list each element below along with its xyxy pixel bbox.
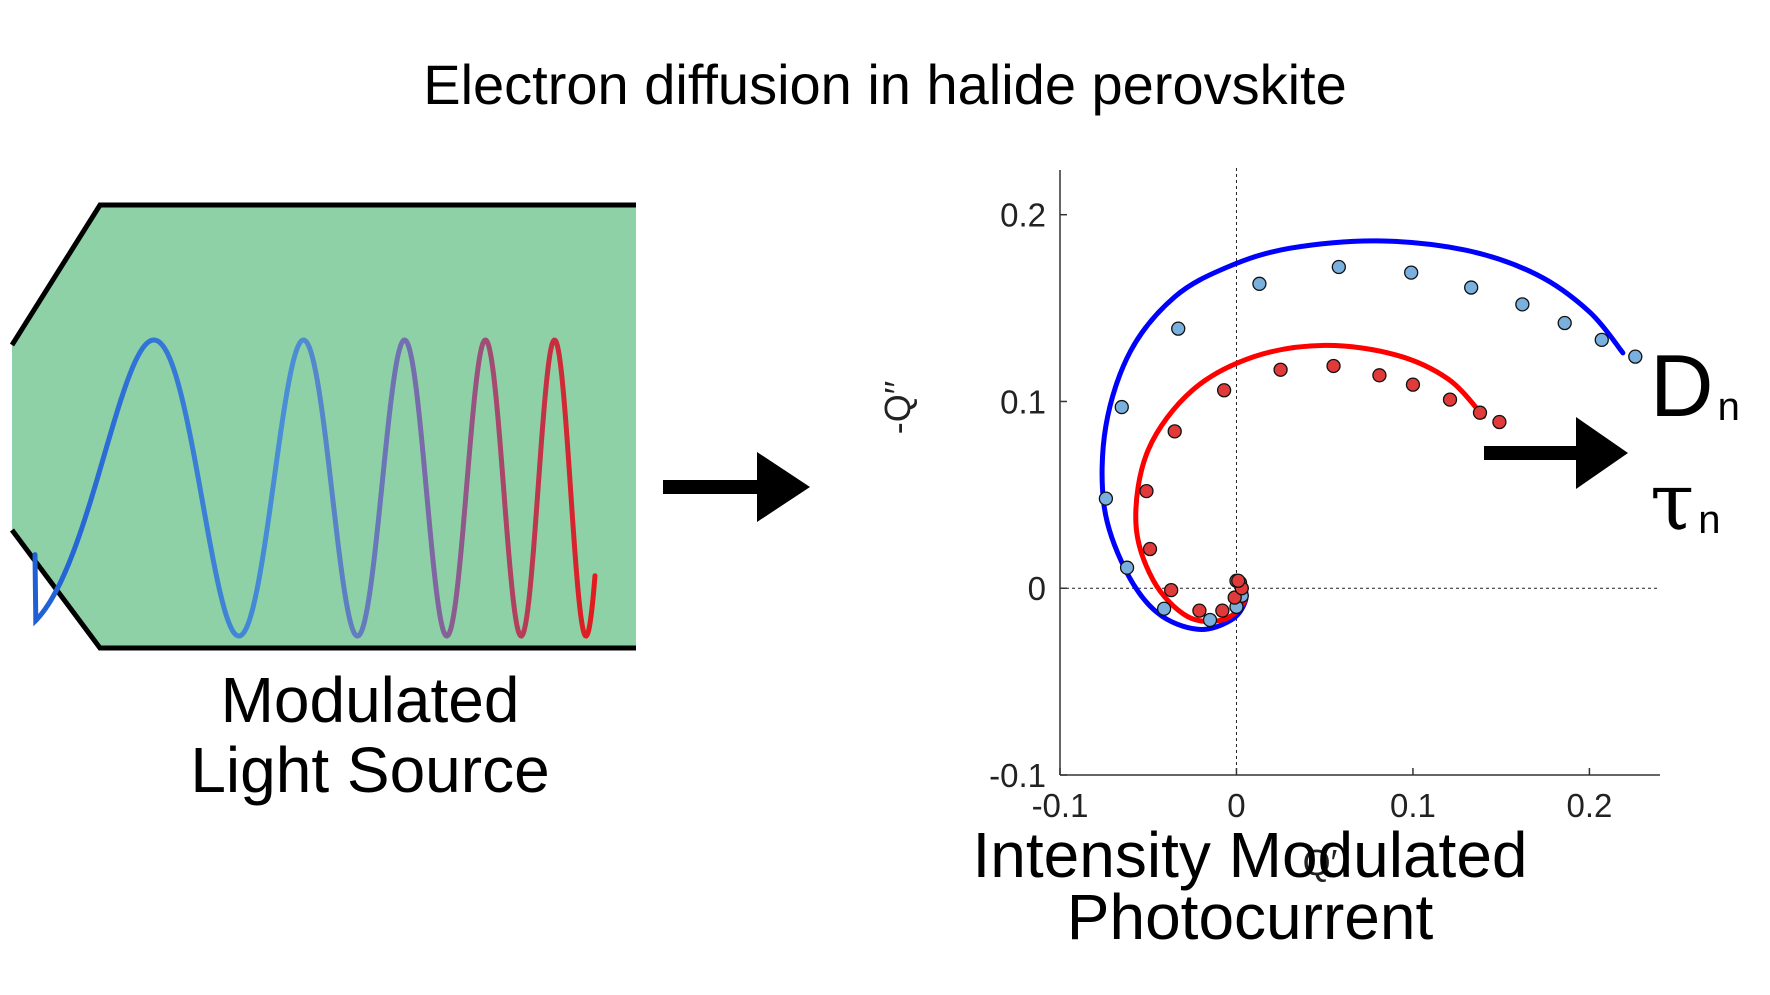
data-point-series-2 xyxy=(1231,573,1246,588)
data-point-series-1 xyxy=(1515,297,1530,312)
diffusion-subscript: n xyxy=(1717,385,1740,429)
data-point-series-1 xyxy=(1464,280,1479,295)
x-tick-label: 0.2 xyxy=(1566,787,1612,824)
x-tick-label: -0.1 xyxy=(1032,787,1089,824)
arrow-right-icon xyxy=(663,452,810,522)
x-axis-label: Q′ xyxy=(1303,842,1338,883)
data-point-series-2 xyxy=(1442,392,1458,407)
data-point-series-2 xyxy=(1405,377,1421,392)
data-point-series-2 xyxy=(1326,358,1341,374)
data-point-series-2 xyxy=(1216,383,1232,398)
data-point-series-2 xyxy=(1142,541,1158,557)
x-tick-label: 0 xyxy=(1227,787,1245,824)
imps-label-line2: Photocurrent xyxy=(1066,881,1434,953)
data-point-series-1 xyxy=(1331,259,1346,275)
data-point-series-2 xyxy=(1192,603,1207,618)
light-source-outline-bottom xyxy=(9,528,636,651)
data-point-series-1 xyxy=(1594,332,1609,347)
fit-line-series-2 xyxy=(1133,342,1486,625)
arrow-right-icon xyxy=(1484,417,1628,489)
fit-line-series-1 xyxy=(1099,238,1626,632)
plot-axes: -0.1 0 0.1 0.2 -0.1 0 0.1 0.2 Q′ -Q′′ xyxy=(877,168,1660,883)
data-point-series-1 xyxy=(1156,601,1172,616)
data-point-series-2 xyxy=(1472,405,1488,420)
light-source-label-line2: Light Source xyxy=(190,734,550,806)
imps-label: Intensity Modulated Photocurrent xyxy=(900,819,1600,953)
plot-marks xyxy=(1098,238,1643,632)
diffusion-symbol: D xyxy=(1650,336,1714,435)
light-source-label-line1: Modulated xyxy=(220,664,520,736)
data-point-series-1 xyxy=(1171,321,1186,336)
y-tick-label: -0.1 xyxy=(989,757,1046,794)
light-source-label: Modulated Light Source xyxy=(150,665,590,805)
y-tick-label: 0.1 xyxy=(1000,383,1046,420)
data-point-series-1 xyxy=(1202,612,1218,628)
data-point-series-2 xyxy=(1215,603,1230,618)
figure-title: Electron diffusion in halide perovskite xyxy=(423,53,1347,116)
data-point-series-2 xyxy=(1167,424,1182,439)
data-point-series-1 xyxy=(1252,276,1267,291)
data-point-series-2 xyxy=(1164,582,1179,598)
data-point-series-1 xyxy=(1404,265,1419,280)
x-tick-label: 0.1 xyxy=(1390,787,1436,824)
imps-label-line1: Intensity Modulated xyxy=(972,819,1528,891)
data-point-series-1 xyxy=(1098,491,1114,506)
data-point-series-2 xyxy=(1273,362,1288,377)
chirped-wave xyxy=(32,337,598,639)
data-point-series-1 xyxy=(1628,349,1643,364)
y-tick-label: 0.2 xyxy=(1000,197,1046,234)
data-point-series-1 xyxy=(1114,399,1129,415)
light-source-outline-top xyxy=(9,202,636,347)
data-point-series-2 xyxy=(1139,483,1154,499)
y-axis-label: -Q′′ xyxy=(877,381,918,435)
data-point-series-2 xyxy=(1227,590,1242,605)
lifetime-symbol: τ xyxy=(1650,455,1695,548)
data-point-series-2 xyxy=(1492,414,1507,430)
lifetime-subscript: n xyxy=(1698,498,1721,542)
data-point-series-1 xyxy=(1119,560,1135,575)
data-point-series-1 xyxy=(1557,315,1572,331)
y-tick-label: 0 xyxy=(1028,570,1046,607)
data-point-series-2 xyxy=(1372,368,1387,383)
